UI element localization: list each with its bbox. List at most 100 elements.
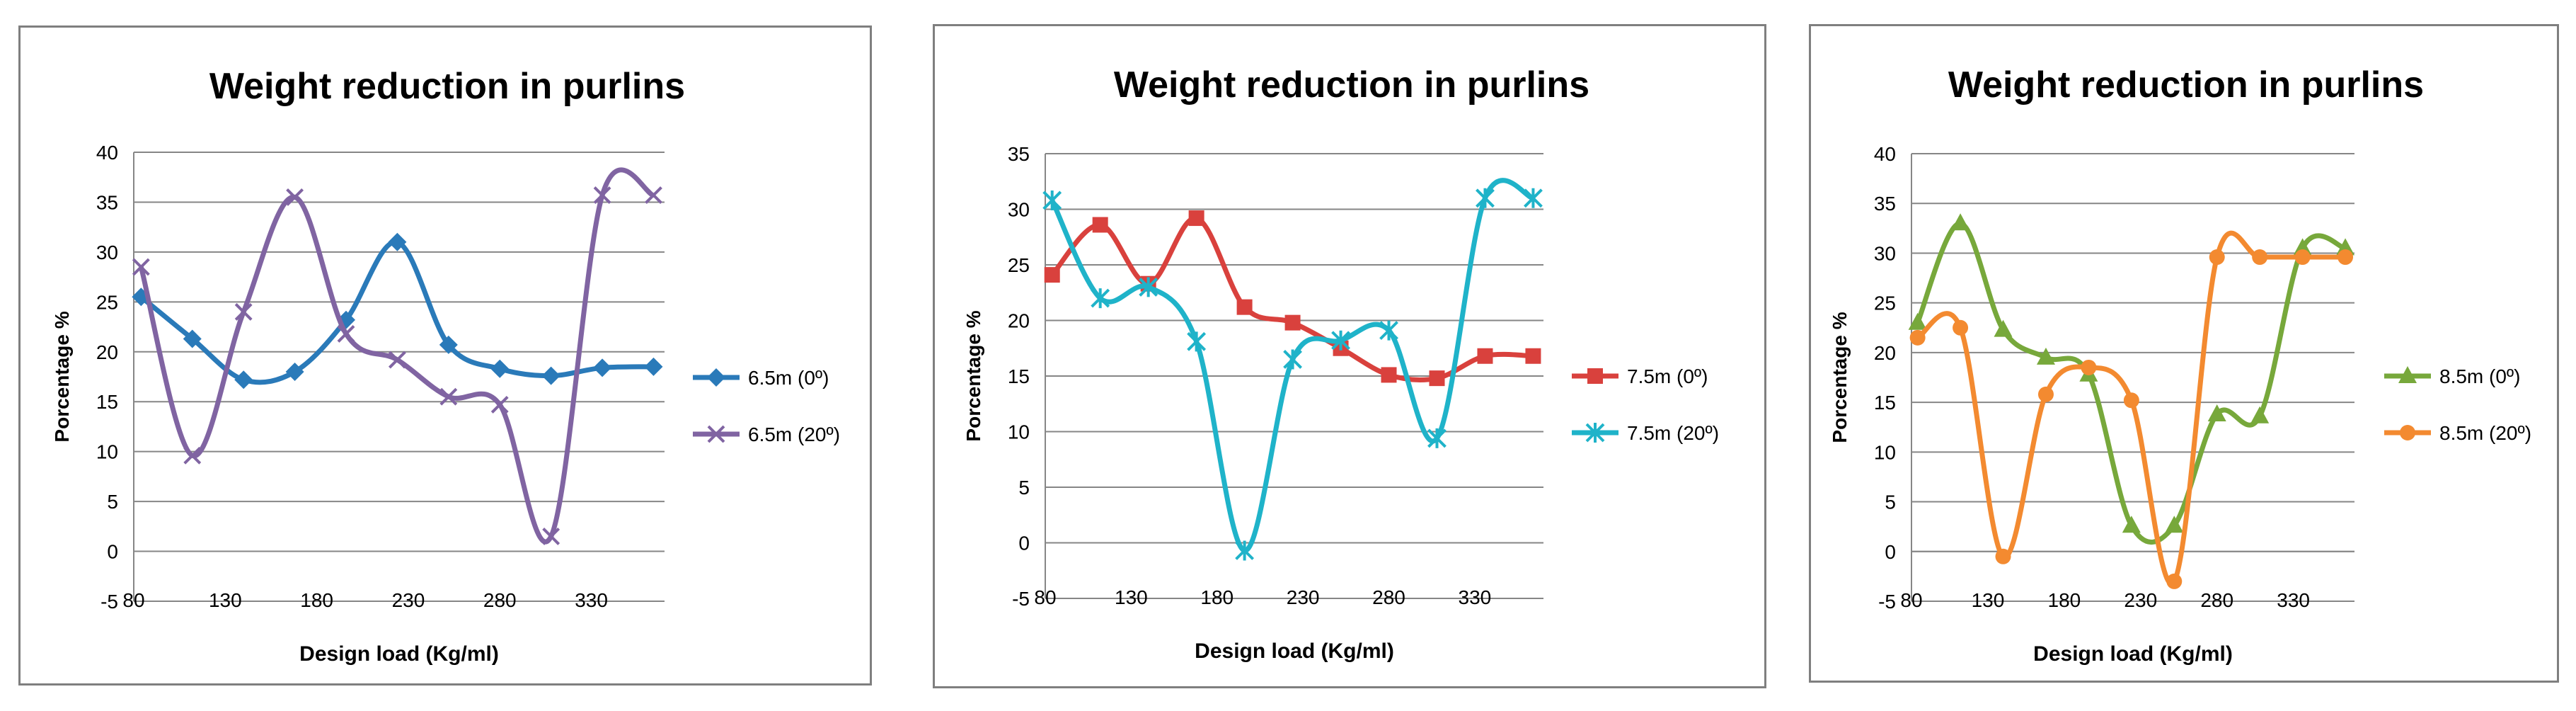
y-tick-label: 30 xyxy=(1008,199,1030,221)
series-line xyxy=(138,167,655,545)
data-point xyxy=(1042,190,1062,210)
x-tick-label: 130 xyxy=(209,589,242,611)
x-tick-label: 280 xyxy=(2200,589,2233,611)
x-tick-label: 330 xyxy=(575,589,608,611)
x-tick-label: 180 xyxy=(1200,586,1234,608)
data-point xyxy=(2338,249,2354,266)
legend-label: 7.5m (0º) xyxy=(1627,365,1708,387)
legend-marker xyxy=(2398,366,2417,383)
legend-label: 8.5m (20º) xyxy=(2439,422,2531,444)
data-point xyxy=(439,387,458,406)
y-tick-label: 35 xyxy=(96,191,118,213)
data-point xyxy=(1951,213,1970,231)
data-point xyxy=(2036,347,2055,365)
y-tick-label: -5 xyxy=(100,591,118,613)
y-tick-label: 10 xyxy=(1874,441,1896,463)
data-point xyxy=(644,357,663,376)
x-tick-label: 80 xyxy=(122,589,144,611)
y-tick-label: 0 xyxy=(1018,533,1030,554)
x-tick-label: 130 xyxy=(1972,589,2005,611)
data-point xyxy=(645,186,662,204)
chart-title: Weight reduction in purlins xyxy=(1114,64,1589,106)
data-point xyxy=(2294,249,2311,266)
data-point xyxy=(490,359,510,378)
data-point xyxy=(183,329,202,348)
data-point xyxy=(593,358,612,377)
data-point xyxy=(183,446,202,465)
legend-label: 7.5m (20º) xyxy=(1627,422,1719,444)
legend-marker xyxy=(707,425,725,443)
y-tick-label: 40 xyxy=(1874,143,1896,165)
x-tick-label: 80 xyxy=(1900,589,1922,611)
data-point xyxy=(1994,319,2013,337)
data-point xyxy=(2250,406,2270,423)
data-point xyxy=(593,186,611,204)
data-point xyxy=(1525,348,1541,364)
data-point xyxy=(2122,516,2141,533)
data-point xyxy=(1477,348,1493,364)
legend-marker xyxy=(707,368,725,387)
y-tick-label: 30 xyxy=(1874,242,1896,264)
series-line xyxy=(1915,220,2346,545)
gridlines xyxy=(1045,153,1543,599)
series-1 xyxy=(1044,210,1541,387)
data-point xyxy=(2166,573,2183,589)
y-tick-label: 20 xyxy=(1874,342,1896,364)
legend-label: 6.5m (0º) xyxy=(748,367,829,389)
chart-6-5m: Weight reduction in purlins -5 0 5 10 15 20 25 3… xyxy=(51,66,840,666)
data-point xyxy=(1427,428,1447,448)
gridlines xyxy=(134,152,665,602)
series-1 xyxy=(1908,213,2355,545)
x-tick-label: 330 xyxy=(1459,586,1492,608)
x-tick-label: 180 xyxy=(2048,589,2081,611)
legend-marker xyxy=(1587,368,1603,384)
series-2 xyxy=(1042,178,1543,561)
data-point xyxy=(1908,312,1927,330)
data-point xyxy=(1953,319,1969,336)
x-tick-label: 130 xyxy=(1115,586,1148,608)
data-point xyxy=(2207,404,2226,421)
y-tick-label: 40 xyxy=(96,142,118,164)
data-point xyxy=(388,351,406,369)
chart-panel-6-5m: Weight reduction in purlins -5 0 5 10 15 20 25 3… xyxy=(18,25,872,686)
y-tick-label: -5 xyxy=(1012,588,1030,610)
y-tick-label: 25 xyxy=(1874,292,1896,314)
data-point xyxy=(1235,540,1255,561)
data-point xyxy=(439,335,458,354)
data-point xyxy=(1139,277,1158,297)
gridlines xyxy=(1911,153,2354,602)
data-point xyxy=(2252,249,2268,266)
data-point xyxy=(542,528,560,545)
x-tick-label: 180 xyxy=(300,589,333,611)
data-point xyxy=(1283,349,1302,370)
y-tick-label: 20 xyxy=(96,341,118,363)
y-tick-label: 25 xyxy=(1008,254,1030,276)
legend-label: 8.5m (0º) xyxy=(2439,365,2520,387)
data-point xyxy=(286,188,304,206)
y-tick-label: 15 xyxy=(1874,392,1896,414)
chart-title: Weight reduction in purlins xyxy=(1948,64,2424,106)
legend-marker xyxy=(2400,425,2415,440)
data-point xyxy=(1909,329,1926,346)
data-point xyxy=(1429,370,1445,387)
x-axis-label: Design load (Kg/ml) xyxy=(1195,639,1394,663)
data-point xyxy=(1995,548,2011,564)
y-tick-label: 15 xyxy=(1008,365,1030,387)
y-axis-label: Porcentage % xyxy=(962,310,984,441)
chart-7-5m: Weight reduction in purlins -5 0 5 10 15 20 25 3… xyxy=(962,64,1719,663)
data-point xyxy=(1284,314,1301,331)
data-point xyxy=(541,366,560,385)
legend-label: 6.5m (20º) xyxy=(748,423,840,445)
data-point xyxy=(337,325,355,343)
x-tick-label: 230 xyxy=(392,589,425,611)
y-tick-label: 10 xyxy=(96,441,118,463)
data-point xyxy=(132,258,150,276)
data-point xyxy=(1524,188,1543,208)
x-tick-label: 230 xyxy=(1287,586,1320,608)
y-tick-label: 35 xyxy=(1008,143,1030,165)
y-tick-label: 35 xyxy=(1874,193,1896,215)
data-point xyxy=(1331,330,1350,351)
x-tick-label: 280 xyxy=(1372,586,1405,608)
data-point xyxy=(1091,288,1110,309)
y-tick-label: 0 xyxy=(1885,541,1896,563)
